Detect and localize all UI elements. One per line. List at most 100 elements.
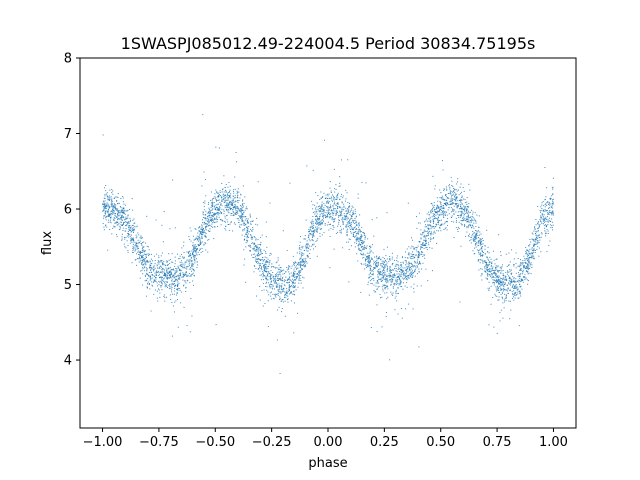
data-point [317, 206, 319, 208]
data-point [505, 294, 507, 296]
data-point [328, 201, 330, 203]
data-point [227, 199, 229, 201]
data-point [192, 252, 194, 254]
data-point [229, 206, 231, 208]
data-point [135, 245, 137, 247]
data-point [400, 285, 402, 287]
data-point [513, 263, 515, 265]
data-point [144, 258, 146, 260]
data-point [160, 280, 162, 282]
data-point [535, 224, 537, 226]
data-point [498, 282, 500, 284]
data-point [340, 159, 342, 161]
data-point [316, 231, 318, 233]
data-point [480, 238, 482, 240]
data-point [370, 275, 372, 277]
data-point [502, 302, 504, 304]
data-point [277, 275, 279, 277]
data-point [215, 218, 217, 220]
data-point [436, 219, 438, 221]
data-point [370, 327, 372, 329]
data-point [488, 289, 490, 291]
data-point [132, 237, 134, 239]
data-point [384, 287, 386, 288]
data-point [522, 260, 524, 262]
data-point [359, 238, 361, 240]
data-point [198, 245, 200, 247]
data-point [265, 275, 267, 277]
data-point [240, 205, 242, 207]
data-point [498, 283, 500, 285]
data-point [539, 218, 541, 220]
data-point [172, 269, 174, 271]
data-point [203, 209, 205, 211]
data-point [370, 267, 372, 269]
data-point [528, 245, 530, 247]
data-point [499, 283, 501, 285]
data-point [366, 252, 368, 254]
data-point [104, 211, 106, 213]
data-point [116, 210, 118, 212]
data-point [426, 213, 428, 215]
data-point [343, 205, 345, 207]
data-point [225, 190, 227, 192]
data-point [352, 235, 354, 237]
data-point [235, 151, 237, 153]
data-point [509, 300, 511, 302]
data-point [254, 236, 256, 238]
data-point [273, 278, 275, 280]
data-point [451, 185, 453, 187]
data-point [347, 223, 349, 225]
data-point [495, 286, 497, 288]
data-point [545, 233, 547, 235]
data-point [461, 199, 462, 201]
data-point [440, 212, 442, 214]
data-point [379, 271, 381, 273]
data-point [342, 221, 344, 223]
data-point [179, 264, 181, 266]
data-point [333, 199, 335, 201]
data-point [228, 212, 230, 214]
data-point [306, 243, 308, 245]
data-point [400, 262, 402, 263]
data-point [360, 238, 362, 240]
data-point [266, 278, 268, 280]
data-point [176, 294, 178, 296]
data-point [275, 262, 277, 264]
data-point [192, 248, 194, 250]
data-point [154, 289, 156, 291]
data-point [136, 246, 138, 248]
data-point [216, 215, 218, 217]
data-point [393, 259, 395, 261]
data-point [544, 206, 546, 208]
data-point [522, 271, 524, 273]
data-point [264, 267, 266, 269]
data-point [507, 292, 509, 294]
data-point [211, 212, 213, 214]
data-point [218, 208, 220, 210]
data-point [255, 250, 257, 252]
data-point [468, 218, 470, 220]
data-point [338, 223, 340, 225]
data-point [395, 265, 397, 267]
data-point [435, 208, 437, 210]
data-point [277, 257, 279, 259]
data-point [385, 311, 387, 313]
data-point [399, 281, 401, 283]
data-point [239, 226, 241, 228]
data-point [431, 216, 433, 218]
data-point [214, 193, 216, 195]
data-point [345, 224, 347, 226]
data-point [312, 208, 314, 210]
data-point [527, 273, 529, 275]
data-point [353, 227, 355, 229]
data-point [410, 253, 412, 255]
data-point [536, 231, 538, 233]
data-point [473, 237, 475, 239]
data-point [530, 255, 532, 257]
data-point [439, 220, 441, 221]
data-point [453, 205, 455, 207]
data-point [105, 206, 107, 208]
data-point [484, 270, 486, 272]
data-point [421, 234, 423, 236]
